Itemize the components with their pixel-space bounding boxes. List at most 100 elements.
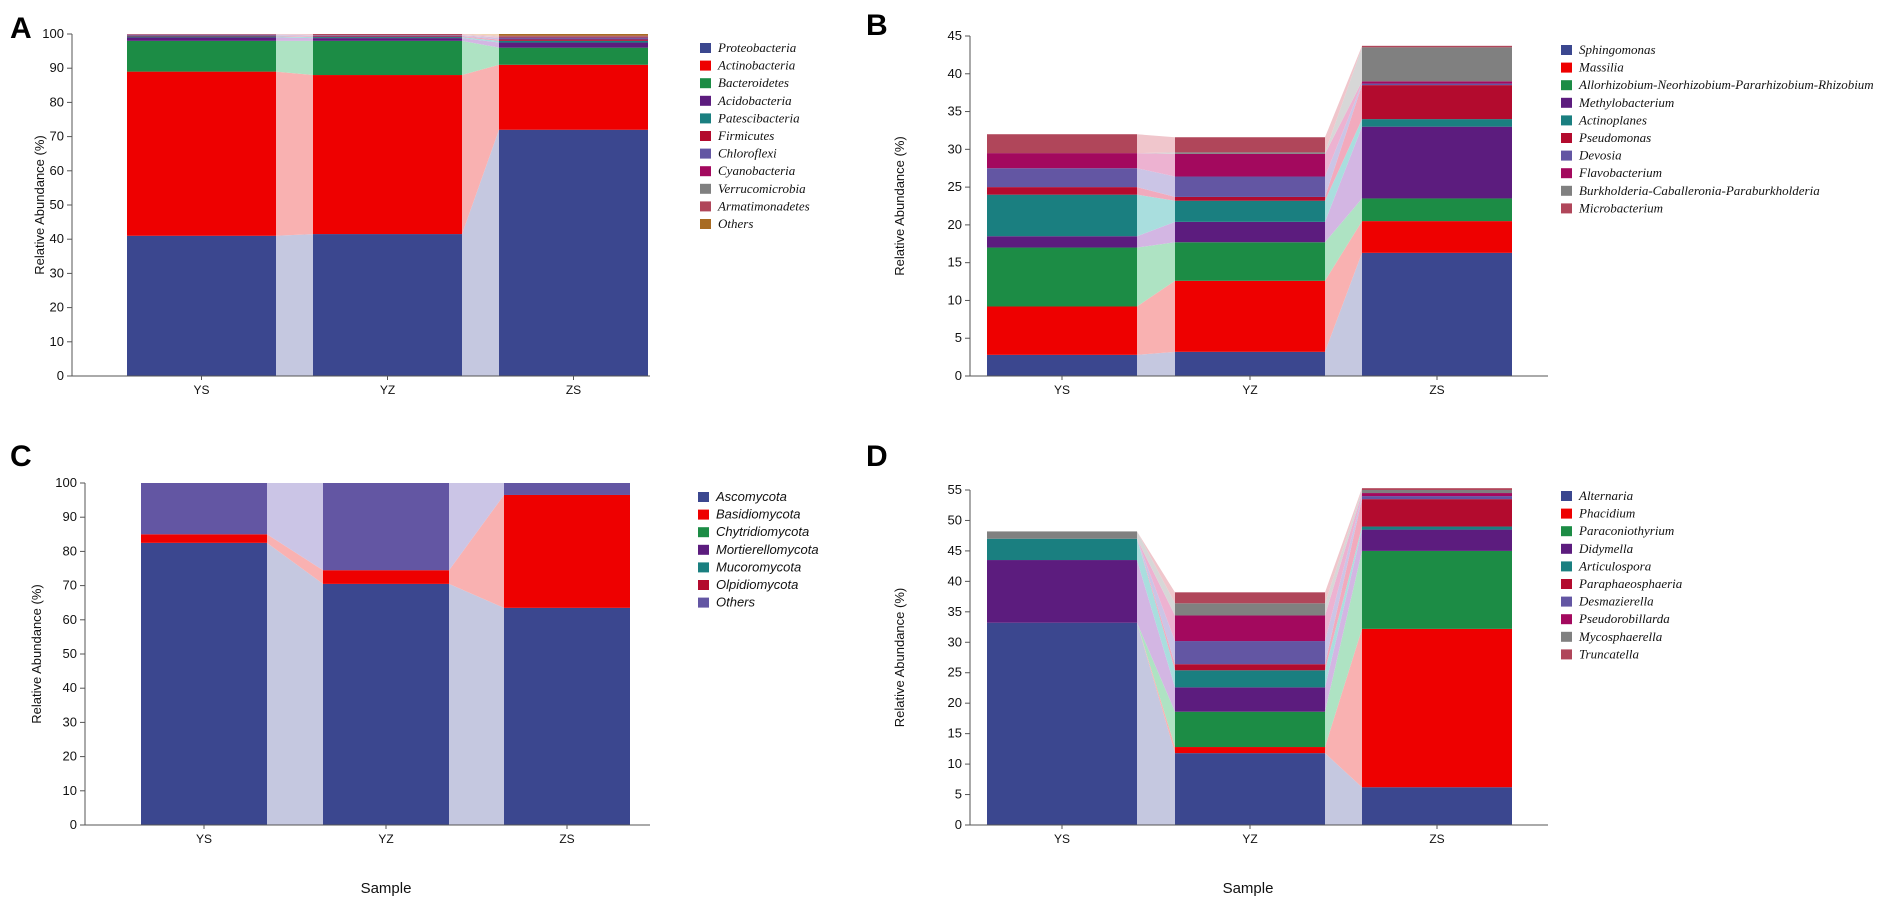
flow-ribbon [267,534,323,584]
legend-label: Phacidium [1578,506,1635,521]
bar-stacks [987,45,1512,376]
y-tick-label: 40 [948,573,962,588]
legend-swatch [1561,115,1572,126]
y-tick-label: 10 [948,756,962,771]
legend-label: Acidobacteria [717,93,792,108]
y-tick-label: 15 [948,255,962,270]
bar-segment [1175,137,1325,153]
bar-segment [1175,603,1325,616]
x-tick-label: ZS [1429,832,1444,846]
flow-ribbon [276,34,313,36]
legend: Alternaria Phacidium Paraconiothyrium Didym… [1561,488,1683,661]
panel-letter: C [10,440,32,473]
legend-label: Olpidiomycota [716,577,798,592]
bar-segment [987,194,1137,237]
legend-swatch [700,60,711,71]
bar-segment [1362,119,1512,127]
flow-ribbon [462,37,499,43]
bar-segment [504,483,630,495]
legend-label: Mortierellomycota [716,542,819,557]
flow-ribbon [1325,83,1362,197]
flow-ribbon [276,35,313,38]
bar-segment [987,247,1137,307]
flow-ribbon [267,542,323,825]
bar-segment [127,37,276,41]
y-tick-label: 0 [57,368,64,383]
legend-label: Truncatella [1579,646,1639,661]
legend-label: Others [718,216,753,231]
flow-ribbon [449,583,504,825]
chart-panel-d: D 0 5 10 15 20 25 30 35 40 45 50 55 YS YZ ZS Relative Ab… [866,440,1683,846]
chart-panel-c: C 0 10 20 30 40 50 60 70 80 90 100 YS YZ ZS Relative Ab… [10,440,819,846]
flow-ribbon [462,35,499,39]
legend-swatch [698,562,709,573]
bar-segment [323,483,449,571]
flow-ribbon [1137,351,1175,376]
bar-segment [141,542,267,825]
flow-ribbon [1137,221,1175,248]
bar-segment [313,36,462,38]
legend-label: Actinoplanes [1578,112,1647,127]
flow-ribbon [1325,488,1362,604]
legend-label: Firmicutes [717,128,774,143]
bar-segment [1362,499,1512,527]
bar-segment [499,36,648,38]
bar-segment [1362,550,1512,629]
y-tick-label: 20 [948,695,962,710]
y-tick-label: 50 [63,646,77,661]
bar-segment [1362,529,1512,551]
legend-label: Chloroflexi [718,146,777,161]
bar-segment [987,134,1137,154]
legend-swatch [1561,491,1572,501]
flow-ribbon [449,483,504,571]
y-tick-label: 100 [42,26,64,41]
flow-ribbons [267,483,504,825]
bar-segment [1362,526,1512,530]
legend-label: Massilia [1578,60,1624,75]
y-tick-label: 30 [948,141,962,156]
bar-segment [141,534,267,543]
y-tick-label: 0 [955,368,962,383]
flow-ribbon [267,483,323,571]
flow-ribbon [1137,134,1175,154]
y-tick-label: 0 [955,817,962,832]
flow-ribbon [1137,538,1175,671]
legend-swatch [1561,133,1572,143]
legend-swatch [698,527,709,538]
flow-ribbon [1325,490,1362,616]
bar-segment [499,40,648,43]
bar-segment [1175,687,1325,712]
bar-segment [1175,242,1325,281]
legend-label: Paraphaeosphaeria [1578,576,1683,591]
flow-ribbon [1137,242,1175,307]
legend-label: Cyanobacteria [718,163,796,178]
x-tick-label: YZ [378,832,393,846]
flow-ribbon [462,36,499,41]
y-tick-label: 45 [948,543,962,558]
flow-ribbon [462,34,499,37]
flow-ribbon [1325,81,1362,177]
y-tick-label: 70 [50,129,64,144]
bar-segment [1175,753,1325,825]
flow-ribbon [1137,194,1175,237]
bar-segment [313,38,462,41]
flow-ribbon [1325,119,1362,222]
flow-ribbon [462,34,499,36]
flow-ribbon [1325,628,1362,788]
flow-ribbon [276,37,313,41]
flow-ribbon [1325,499,1362,671]
x-axis-title-right: Sample [1223,880,1274,897]
bar-segment [127,40,276,72]
bar-segment [499,38,648,40]
y-tick-label: 40 [63,680,77,695]
flow-ribbon [1325,252,1362,376]
x-tick-label: YS [1054,383,1070,397]
y-tick-label: 70 [63,578,77,593]
legend-swatch [1561,543,1572,554]
bar-segment [1175,280,1325,352]
flow-ribbon [462,129,499,376]
bar-segment [987,306,1137,355]
flow-ribbon [1137,280,1175,355]
x-tick-label: YS [193,383,209,397]
legend-swatch [1561,526,1572,537]
